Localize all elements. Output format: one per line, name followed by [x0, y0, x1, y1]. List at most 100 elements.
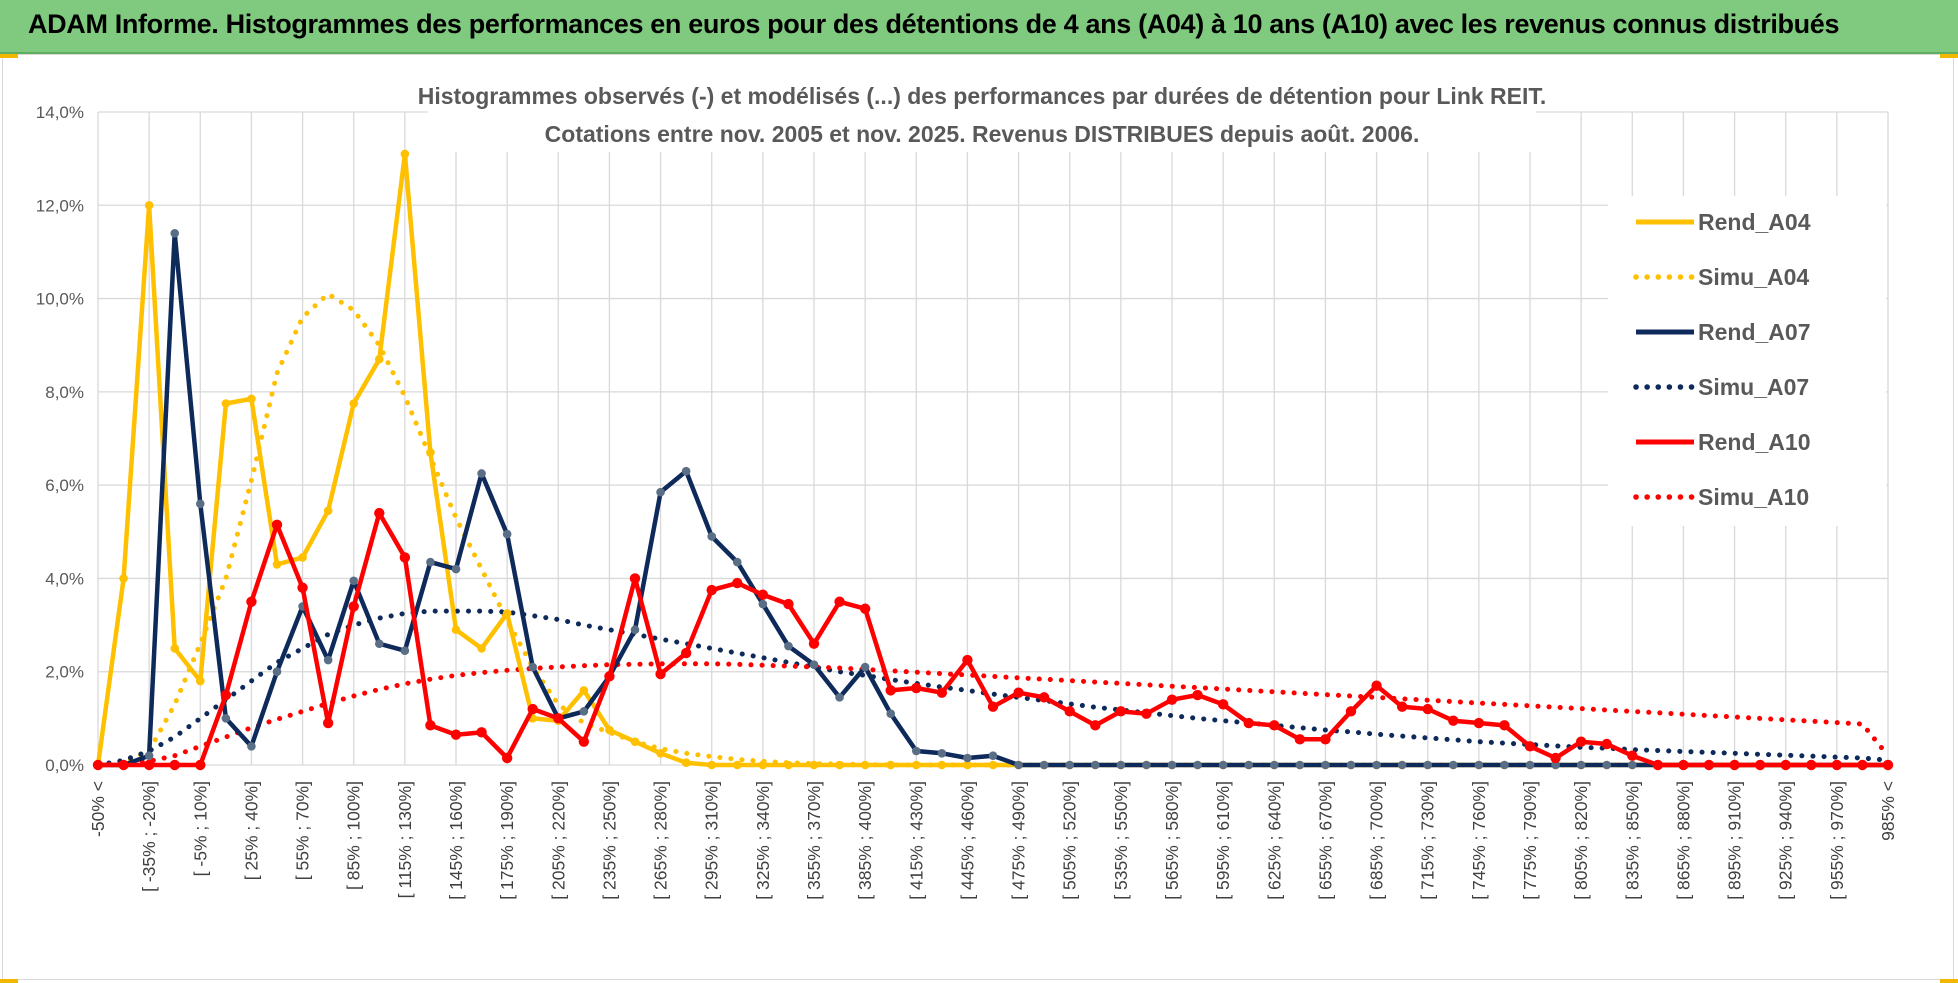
- point-rend-a07: [323, 655, 333, 665]
- point-rend-a10: [169, 759, 180, 771]
- chart-frame: [2, 54, 1954, 980]
- point-rend-a07: [630, 625, 640, 635]
- point-rend-a07: [784, 641, 793, 651]
- point-rend-a10: [1115, 706, 1127, 717]
- point-rend-a07: [886, 709, 896, 718]
- point-rend-a07: [1500, 760, 1509, 770]
- x-tick-label: [ 55% ; 70%]: [293, 781, 313, 880]
- x-tick-label: [ 625% ; 640%]: [1264, 781, 1284, 900]
- point-rend-a07: [247, 742, 256, 751]
- point-rend-a04: [911, 760, 921, 770]
- legend-bg: [1608, 196, 1886, 526]
- point-rend-a04: [937, 760, 947, 770]
- x-tick-label: [ 355% ; 370%]: [804, 781, 824, 900]
- point-rend-a10: [1345, 706, 1357, 717]
- point-rend-a10: [1575, 736, 1587, 747]
- point-rend-a07: [1269, 760, 1279, 770]
- point-rend-a07: [656, 487, 665, 497]
- point-rend-a10: [143, 759, 155, 771]
- x-tick-label: [ 715% ; 730%]: [1418, 781, 1438, 900]
- point-rend-a10: [501, 752, 513, 764]
- point-rend-a07: [835, 693, 844, 702]
- point-rend-a10: [936, 687, 948, 698]
- x-tick-label: [ 85% ; 100%]: [344, 781, 364, 890]
- point-rend-a04: [605, 725, 614, 735]
- point-rend-a04: [579, 686, 589, 695]
- y-tick-label: 0,0%: [45, 756, 84, 775]
- point-rend-a04: [502, 609, 512, 618]
- point-rend-a04: [374, 354, 384, 364]
- point-rend-a07: [195, 499, 205, 509]
- point-rend-a10: [1499, 720, 1510, 731]
- point-rend-a07: [502, 529, 512, 539]
- point-rend-a07: [1142, 760, 1151, 770]
- point-rend-a07: [1193, 760, 1202, 770]
- corner-accent-br: [1940, 979, 1958, 983]
- legend: Rend_A04 Simu_A04 Rend_A07 Simu_A07 Rend_A10…: [1608, 196, 1886, 526]
- point-rend-a10: [885, 685, 896, 696]
- x-tick-label: [ 925% ; 940%]: [1776, 781, 1796, 900]
- point-rend-a10: [1243, 717, 1254, 729]
- point-rend-a04: [247, 394, 256, 404]
- point-rend-a07: [809, 660, 819, 670]
- point-rend-a10: [911, 682, 922, 694]
- x-tick-label: [ 835% ; 850%]: [1622, 781, 1642, 900]
- point-rend-a10: [1729, 759, 1740, 771]
- point-rend-a10: [348, 601, 359, 612]
- axis-layer: 0,0% 2,0% 4,0% 6,0% 8,0% 10,0% 12,0% 14,0% -50% …: [36, 103, 1898, 900]
- point-rend-a10: [553, 713, 564, 724]
- point-rend-a10: [1422, 703, 1433, 715]
- point-rend-a07: [1244, 760, 1254, 770]
- x-tick-label: [ 655% ; 670%]: [1315, 781, 1335, 900]
- point-rend-a07: [1065, 760, 1075, 770]
- point-rend-a04: [784, 760, 793, 770]
- x-tick-label: -50% <: [88, 781, 108, 837]
- point-rend-a07: [1039, 760, 1049, 770]
- point-rend-a07: [707, 532, 717, 541]
- point-rend-a10: [1754, 759, 1766, 771]
- corner-accent-bl: [0, 979, 18, 983]
- x-tick-label: [ 385% ; 400%]: [855, 781, 875, 900]
- point-rend-a10: [859, 603, 871, 614]
- point-rend-a10: [1320, 734, 1331, 745]
- point-rend-a10: [1627, 750, 1638, 761]
- point-rend-a10: [834, 596, 845, 607]
- legend-label-rend-a10: Rend_A10: [1698, 429, 1810, 455]
- series-layer: [92, 149, 1894, 771]
- x-tick-label: [ 325% ; 340%]: [753, 781, 773, 900]
- point-rend-a10: [783, 598, 794, 610]
- point-rend-a10: [1448, 715, 1459, 726]
- point-rend-a07: [860, 662, 870, 672]
- point-rend-a07: [426, 557, 435, 567]
- point-rend-a04: [988, 760, 998, 770]
- point-rend-a10: [1294, 734, 1306, 745]
- point-rend-a10: [220, 689, 232, 701]
- point-rend-a10: [1269, 720, 1280, 731]
- point-rend-a04: [809, 760, 819, 770]
- x-tick-label: [ 475% ; 490%]: [1009, 781, 1029, 900]
- point-rend-a07: [1372, 760, 1381, 770]
- point-rend-a07: [1321, 760, 1330, 770]
- point-rend-a04: [860, 760, 870, 770]
- point-rend-a10: [757, 589, 769, 600]
- point-rend-a07: [1014, 760, 1023, 770]
- point-rend-a07: [1116, 760, 1126, 770]
- x-tick-label: 985% <: [1878, 781, 1898, 841]
- point-rend-a10: [425, 720, 436, 731]
- point-rend-a07: [528, 662, 538, 672]
- x-tick-label: [ 265% ; 280%]: [651, 781, 671, 900]
- point-rend-a10: [1601, 738, 1612, 750]
- x-tick-label: [ 805% ; 820%]: [1571, 781, 1591, 900]
- y-tick-label: 2,0%: [45, 663, 84, 682]
- point-rend-a07: [1218, 760, 1228, 770]
- point-rend-a10: [604, 671, 615, 682]
- y-tick-label: 10,0%: [36, 290, 84, 309]
- point-rend-a10: [808, 638, 820, 649]
- point-rend-a10: [1857, 759, 1868, 771]
- point-rend-a10: [732, 577, 743, 589]
- point-rend-a10: [1678, 759, 1689, 771]
- x-tick-label: [ -5% ; 10%]: [190, 781, 210, 876]
- point-rend-a07: [911, 746, 921, 756]
- point-rend-a07: [1602, 760, 1612, 770]
